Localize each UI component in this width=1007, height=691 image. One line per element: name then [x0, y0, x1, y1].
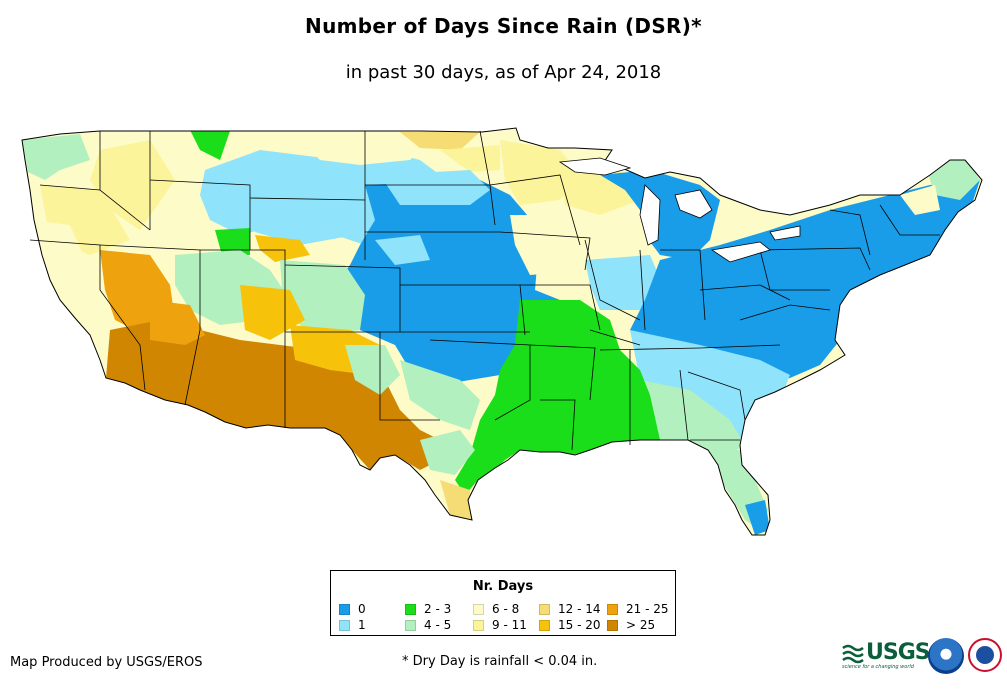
agency-logos: USGS science for a changing world — [842, 638, 1002, 678]
region-mn-yellow — [500, 140, 580, 205]
region-nd-orange — [400, 132, 480, 150]
region-tx-yellow — [440, 480, 472, 520]
map-title: Number of Days Since Rain (DSR)* — [305, 14, 702, 38]
legend-label: 2 - 3 — [424, 602, 452, 616]
region-sw-tan-big — [106, 320, 440, 470]
legend-label: 15 - 20 — [558, 618, 601, 632]
legend-item: 21 - 25 — [607, 601, 677, 617]
legend-swatch — [339, 603, 350, 615]
region-florida-blue — [745, 500, 770, 535]
legend-label: > 25 — [626, 618, 656, 632]
legend: Nr. Days 0 1 2 - 3 4 - 5 6 - 8 9 - 11 12… — [330, 570, 676, 636]
region-tx-lightgreen — [420, 430, 475, 475]
legend-item: 15 - 20 — [539, 617, 607, 633]
region-wy-green — [215, 228, 250, 255]
legend-label: 12 - 14 — [558, 602, 601, 616]
region-ut-orange — [255, 235, 310, 262]
region-nd-yellow — [440, 145, 500, 172]
legend-label: 4 - 5 — [424, 618, 452, 632]
legend-swatch — [539, 603, 550, 615]
legend-swatch — [473, 619, 484, 631]
legend-item: 6 - 8 — [473, 601, 539, 617]
legend-label: 1 — [358, 618, 366, 632]
noaa-logo — [928, 638, 964, 674]
region-plains-blue — [330, 180, 560, 385]
legend-item: 12 - 14 — [539, 601, 607, 617]
region-sd-lightblue — [380, 170, 490, 205]
region-il-lightblue — [585, 255, 665, 310]
usgs-logo: USGS — [842, 640, 931, 665]
map-credit: Map Produced by USGS/EROS — [10, 655, 203, 670]
map-subtitle: in past 30 days, as of Apr 24, 2018 — [345, 62, 662, 83]
region-pacific-nw-green — [22, 134, 90, 180]
legend-swatch — [339, 619, 350, 631]
legend-label: 6 - 8 — [492, 602, 520, 616]
usgs-wave-icon — [842, 644, 864, 663]
region-ok-green — [400, 360, 480, 430]
region-nm-green — [345, 345, 400, 395]
region-ne-lightblue — [375, 235, 430, 265]
region-idaho-yellow — [90, 140, 175, 230]
region-wa-green — [190, 130, 230, 160]
region-east-blue — [630, 180, 980, 385]
state-borders — [29, 130, 940, 451]
legend-items: 0 1 2 - 3 4 - 5 6 - 8 9 - 11 12 - 14 15 … — [339, 601, 677, 633]
legend-swatch — [607, 619, 618, 631]
legend-title: Nr. Days — [472, 579, 534, 594]
legend-item: 1 — [339, 617, 405, 633]
legend-swatch — [539, 619, 550, 631]
legend-item: 4 - 5 — [405, 617, 473, 633]
us-dsr-map — [21, 127, 983, 536]
usgs-tagline: science for a changing world — [842, 664, 914, 670]
legend-item: > 25 — [607, 617, 677, 633]
dry-day-footnote: * Dry Day is rainfall < 0.04 in. — [402, 654, 598, 669]
legend-swatch — [473, 603, 484, 615]
usgs-wordmark: USGS — [866, 640, 931, 665]
region-co-orange — [240, 285, 305, 340]
nws-logo — [968, 638, 1002, 672]
great-lakes — [558, 157, 801, 263]
legend-swatch — [405, 603, 416, 615]
legend-item: 9 - 11 — [473, 617, 539, 633]
nws-logo-center — [976, 646, 994, 664]
legend-label: 0 — [358, 602, 366, 616]
legend-label: 9 - 11 — [492, 618, 527, 632]
legend-swatch — [405, 619, 416, 631]
legend-item: 0 — [339, 601, 405, 617]
legend-item: 2 - 3 — [405, 601, 473, 617]
region-maine-yellow — [900, 185, 940, 215]
region-wyoming-blue — [250, 198, 360, 245]
legend-swatch — [607, 603, 618, 615]
legend-label: 21 - 25 — [626, 602, 669, 616]
region-az-orange — [150, 300, 205, 345]
